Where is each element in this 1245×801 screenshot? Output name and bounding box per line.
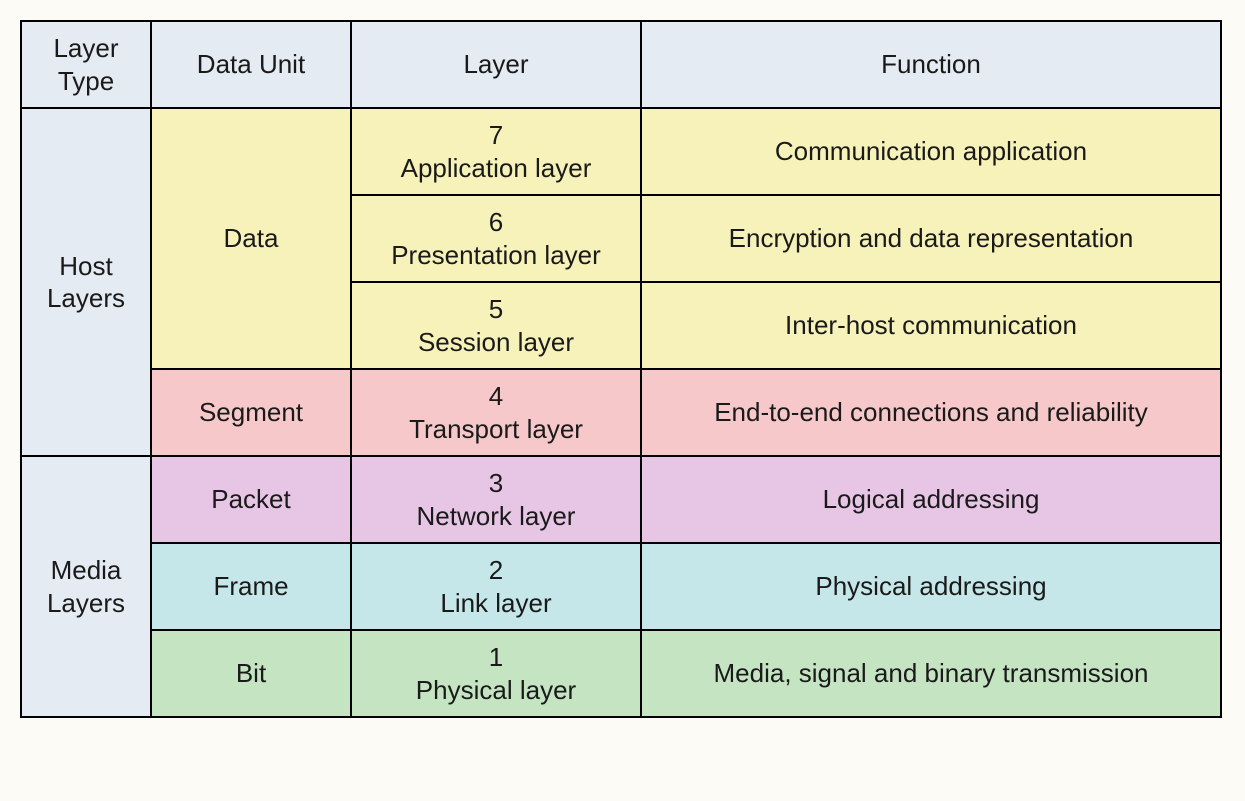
unit-data: Data xyxy=(151,108,351,369)
group-host: HostLayers xyxy=(21,108,151,456)
layer-name: Physical layer xyxy=(416,675,576,705)
layer-name: Transport layer xyxy=(409,414,583,444)
group-media: MediaLayers xyxy=(21,456,151,717)
row-l1: Bit 1 Physical layer Media, signal and b… xyxy=(21,630,1221,717)
hdr-unit: Data Unit xyxy=(151,21,351,108)
hdr-layer: Layer xyxy=(351,21,641,108)
layer-num: 4 xyxy=(489,381,503,411)
func-l6: Encryption and data representation xyxy=(641,195,1221,282)
unit-packet: Packet xyxy=(151,456,351,543)
func-l5: Inter-host communication xyxy=(641,282,1221,369)
layer-l2: 2 Link layer xyxy=(351,543,641,630)
layer-name: Session layer xyxy=(418,327,574,357)
func-l7: Communication application xyxy=(641,108,1221,195)
unit-segment: Segment xyxy=(151,369,351,456)
layer-l5: 5 Session layer xyxy=(351,282,641,369)
layer-num: 7 xyxy=(489,120,503,150)
hdr-func: Function xyxy=(641,21,1221,108)
layer-l1: 1 Physical layer xyxy=(351,630,641,717)
layer-num: 5 xyxy=(489,294,503,324)
layer-l3: 3 Network layer xyxy=(351,456,641,543)
func-l3: Logical addressing xyxy=(641,456,1221,543)
layer-num: 3 xyxy=(489,468,503,498)
unit-bit: Bit xyxy=(151,630,351,717)
layer-num: 1 xyxy=(489,642,503,672)
func-l4: End-to-end connections and reliability xyxy=(641,369,1221,456)
hdr-type: LayerType xyxy=(21,21,151,108)
func-l2: Physical addressing xyxy=(641,543,1221,630)
layer-l6: 6 Presentation layer xyxy=(351,195,641,282)
layer-name: Link layer xyxy=(440,588,551,618)
layer-name: Application layer xyxy=(401,153,592,183)
row-l7: HostLayers Data 7 Application layer Comm… xyxy=(21,108,1221,195)
row-l4: Segment 4 Transport layer End-to-end con… xyxy=(21,369,1221,456)
layer-l4: 4 Transport layer xyxy=(351,369,641,456)
unit-frame: Frame xyxy=(151,543,351,630)
func-l1: Media, signal and binary transmission xyxy=(641,630,1221,717)
layer-l7: 7 Application layer xyxy=(351,108,641,195)
row-l3: MediaLayers Packet 3 Network layer Logic… xyxy=(21,456,1221,543)
layer-num: 2 xyxy=(489,555,503,585)
row-l2: Frame 2 Link layer Physical addressing xyxy=(21,543,1221,630)
header-row: LayerType Data Unit Layer Function xyxy=(21,21,1221,108)
layer-name: Network layer xyxy=(417,501,576,531)
layer-num: 6 xyxy=(489,207,503,237)
osi-table: LayerType Data Unit Layer Function HostL… xyxy=(20,20,1222,718)
layer-name: Presentation layer xyxy=(391,240,601,270)
